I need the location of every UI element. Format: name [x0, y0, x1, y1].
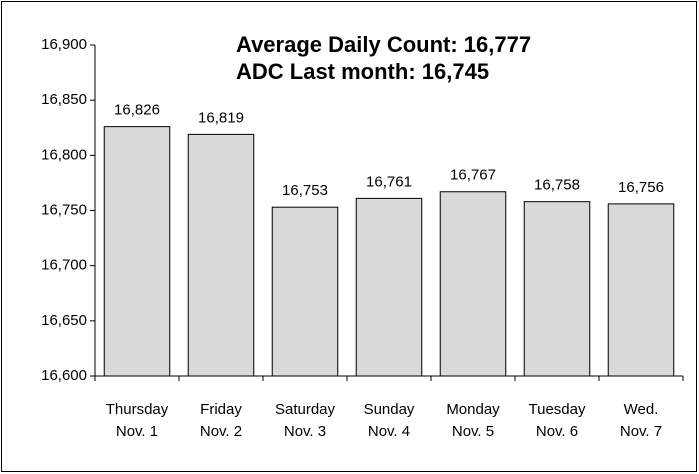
x-tick-label: Nov. 6 [536, 423, 578, 440]
x-tick-label: Monday [446, 401, 500, 418]
data-label: 16,826 [114, 102, 160, 119]
y-tick-label: 16,600 [41, 367, 87, 384]
x-tick-label: Nov. 4 [368, 423, 410, 440]
y-tick-label: 16,650 [41, 312, 87, 329]
y-tick-label: 16,800 [41, 146, 87, 163]
data-label: 16,761 [366, 173, 412, 190]
annotation: ADC Last month: 16,745 [236, 59, 489, 84]
bar [271, 206, 339, 377]
annotation: Average Daily Count: 16,777 [236, 32, 531, 57]
x-tick-label: Sunday [364, 401, 415, 418]
x-tick-label: Saturday [275, 401, 336, 418]
y-tick-label: 16,750 [41, 201, 87, 218]
x-tick-label: Nov. 7 [620, 423, 662, 440]
x-tick-label: Tuesday [529, 401, 586, 418]
x-tick-label: Friday [200, 401, 242, 418]
x-tick-label: Nov. 2 [200, 423, 242, 440]
data-label: 16,756 [618, 179, 664, 196]
bar [607, 203, 675, 377]
x-tick-label: Nov. 5 [452, 423, 494, 440]
y-tick-label: 16,700 [41, 257, 87, 274]
data-label: 16,758 [534, 177, 580, 194]
x-tick-label: Nov. 3 [284, 423, 326, 440]
y-tick-label: 16,850 [41, 91, 87, 108]
x-tick-label: Wed. [624, 401, 659, 418]
x-tick-label: Thursday [106, 401, 169, 418]
data-label: 16,819 [198, 109, 244, 126]
data-label: 16,767 [450, 167, 496, 184]
bar [187, 133, 255, 377]
bar [103, 126, 171, 377]
data-label: 16,753 [282, 182, 328, 199]
bar [355, 197, 423, 377]
bar [439, 191, 507, 377]
x-tick-label: Nov. 1 [116, 423, 158, 440]
bar [523, 201, 591, 377]
y-tick-label: 16,900 [41, 36, 87, 53]
